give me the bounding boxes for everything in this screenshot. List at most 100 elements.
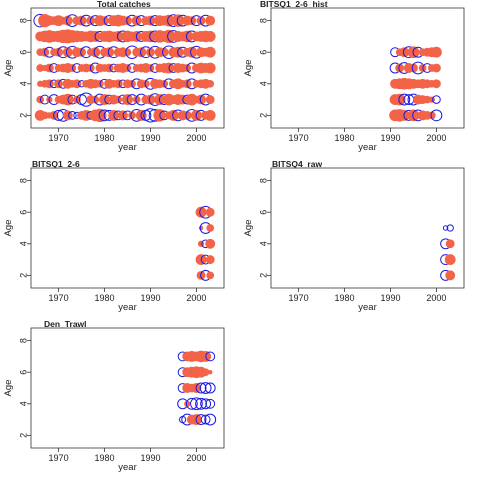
residual-bubble-negative — [432, 95, 441, 104]
residual-bubble-positive — [123, 48, 132, 57]
residual-bubble-negative — [199, 382, 212, 394]
residual-bubble-positive — [393, 93, 406, 106]
residual-bubble-positive — [407, 109, 420, 122]
residual-bubble-positive — [159, 47, 169, 57]
residual-bubble-positive — [142, 79, 150, 88]
residual-bubble-positive — [205, 15, 216, 26]
y-tick-label: 4 — [18, 401, 28, 406]
x-axis-label: year — [118, 142, 136, 153]
residual-bubble-positive — [205, 207, 215, 217]
residual-bubble-positive — [206, 224, 215, 232]
residual-bubble-positive — [205, 238, 216, 249]
chart-panel: BITSQ4_raw 1970 1980 1990 2000 2 4 6 8 year Age — [243, 159, 465, 313]
x-tick-label: 1990 — [380, 293, 400, 303]
residual-bubble-positive — [91, 95, 100, 104]
residual-bubble-negative — [204, 382, 216, 394]
residual-bubble-positive — [431, 46, 442, 58]
residual-bubble-positive — [204, 30, 216, 42]
residual-bubble-positive — [197, 240, 205, 247]
residual-bubble-positive — [184, 400, 191, 407]
residual-bubble-positive — [182, 110, 192, 120]
residual-bubble-positive — [145, 94, 156, 105]
residual-bubble-positive — [445, 239, 455, 249]
residual-bubble-negative — [205, 398, 216, 409]
residual-bubble-positive — [112, 30, 124, 42]
residual-bubble-positive — [54, 47, 63, 57]
x-tick-label: 1990 — [140, 293, 160, 303]
residual-bubble-positive — [432, 79, 441, 89]
residual-bubble-positive — [90, 47, 101, 58]
residual-bubble-positive — [205, 95, 215, 105]
x-tick-label: 1970 — [49, 133, 69, 143]
residual-bubble-positive — [171, 14, 185, 27]
residual-bubble-positive — [432, 63, 441, 73]
x-tick-label: 1970 — [49, 453, 69, 463]
residual-bubble-negative — [205, 351, 216, 362]
plot-frame — [270, 7, 465, 129]
y-tick-label: 2 — [258, 113, 268, 118]
residual-bubble-negative — [442, 225, 449, 231]
y-axis-label: Age — [3, 380, 14, 397]
residual-bubble-positive — [113, 79, 123, 89]
y-tick-label: 6 — [18, 370, 28, 375]
y-tick-label: 6 — [258, 210, 268, 215]
residual-bubble-positive — [204, 109, 216, 121]
residual-bubble-positive — [104, 63, 114, 73]
residual-bubble-negative — [430, 109, 443, 122]
y-tick-label: 6 — [18, 50, 28, 55]
residual-bubble-positive — [204, 46, 216, 58]
residual-bubble-positive — [162, 29, 176, 44]
y-tick-label: 8 — [18, 178, 28, 183]
x-axis-label: year — [118, 302, 136, 313]
residual-bubble-positive — [40, 111, 49, 120]
x-tick-label: 1980 — [95, 133, 115, 143]
y-tick-label: 8 — [18, 338, 28, 343]
y-tick-label: 8 — [258, 18, 268, 23]
residual-bubble-positive — [62, 15, 73, 26]
residual-bubble-negative — [200, 398, 212, 410]
residual-bubble-negative — [204, 413, 217, 426]
y-tick-label: 6 — [18, 210, 28, 215]
y-tick-label: 4 — [18, 241, 28, 246]
chart-title: BITSQ1_2-6 — [32, 159, 80, 169]
residual-bubble-positive — [409, 63, 418, 73]
residual-bubble-positive — [132, 95, 141, 104]
x-tick-label: 1980 — [335, 133, 355, 143]
residual-bubble-positive — [186, 46, 198, 58]
residual-bubble-negative — [446, 224, 454, 232]
residual-bubble-positive — [128, 111, 136, 120]
plot-frame — [30, 167, 225, 289]
residual-bubble-negative — [195, 382, 207, 394]
residual-bubble-positive — [395, 63, 405, 73]
y-axis-label: Age — [3, 60, 14, 77]
y-tick-label: 4 — [18, 81, 28, 86]
residual-bubble-positive — [163, 14, 175, 27]
x-tick-label: 1970 — [289, 293, 309, 303]
chart-title: Den_Trawl — [44, 319, 87, 329]
y-tick-label: 8 — [258, 178, 268, 183]
x-tick-label: 1970 — [289, 133, 309, 143]
residual-bubble-positive — [62, 47, 73, 58]
chart-panel: BITSQ1_2-6 1970 1980 1990 2000 2 4 6 8 year Age — [3, 159, 225, 313]
residual-bubble-positive — [76, 15, 87, 26]
residual-bubble-positive — [80, 109, 92, 121]
residual-bubble-positive — [445, 270, 456, 281]
residual-bubble-negative — [200, 414, 211, 425]
residual-bubble-negative — [195, 414, 207, 426]
residual-bubble-positive — [146, 47, 155, 57]
x-tick-label: 2000 — [186, 453, 206, 463]
x-tick-label: 1990 — [140, 453, 160, 463]
x-axis-label: year — [118, 462, 136, 473]
y-tick-label: 4 — [258, 241, 268, 246]
residual-bubble-positive — [144, 30, 157, 43]
y-axis-label: Age — [243, 220, 254, 237]
residual-bubble-positive — [208, 369, 213, 375]
residual-bubble-positive — [168, 109, 179, 121]
y-tick-label: 6 — [258, 50, 268, 55]
residual-bubble-positive — [77, 47, 86, 57]
x-tick-label: 2000 — [186, 133, 206, 143]
y-tick-label: 2 — [18, 273, 28, 278]
residual-bubble-positive — [206, 79, 215, 88]
residual-bubble-positive — [196, 94, 206, 105]
